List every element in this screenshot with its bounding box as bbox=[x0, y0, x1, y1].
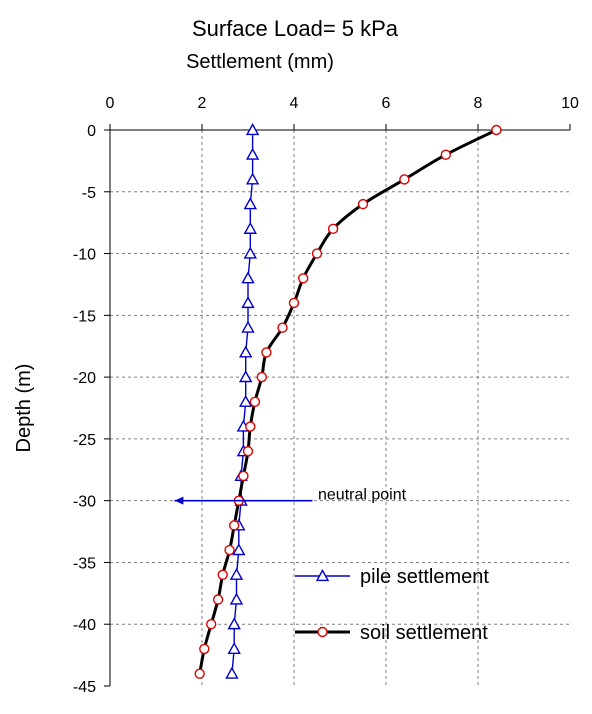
soil-settlement-point bbox=[217, 569, 228, 580]
series-group bbox=[194, 123, 502, 679]
neutral-point-label: neutral point bbox=[318, 487, 407, 504]
annotation-group: neutral point bbox=[174, 487, 407, 505]
legend-soil-marker bbox=[317, 626, 328, 638]
y-tick-label: -25 bbox=[73, 432, 96, 449]
pile-settlement-point bbox=[239, 345, 253, 358]
soil-settlement-point bbox=[199, 643, 210, 655]
soil-settlement-point bbox=[491, 124, 502, 136]
soil-settlement-point bbox=[298, 273, 309, 284]
pile-settlement-point bbox=[245, 172, 260, 185]
soil-settlement-point bbox=[205, 619, 217, 630]
y-tick-label: -35 bbox=[73, 555, 96, 572]
x-tick-label: 2 bbox=[198, 95, 207, 112]
soil-settlement-point bbox=[261, 347, 272, 358]
pile-settlement-point bbox=[229, 567, 244, 580]
y-tick-label: -20 bbox=[73, 370, 96, 387]
y-tick-label: 0 bbox=[87, 123, 96, 140]
soil-settlement-point bbox=[327, 223, 339, 235]
axes bbox=[104, 124, 571, 687]
y-tick-label: -40 bbox=[73, 617, 96, 634]
x-tick-label: 6 bbox=[382, 95, 391, 112]
pile-settlement-point bbox=[229, 592, 244, 605]
soil-settlement-point bbox=[238, 470, 249, 482]
y-tick-label: -10 bbox=[73, 247, 96, 264]
soil-settlement-point bbox=[277, 322, 288, 333]
pile-settlement-point bbox=[245, 147, 260, 160]
pile-settlement-point bbox=[243, 221, 257, 234]
x-tick-label: 8 bbox=[474, 95, 483, 112]
y-tick-label: -30 bbox=[73, 494, 96, 511]
legend-pile-marker bbox=[315, 569, 330, 582]
y-tick-label: -15 bbox=[73, 308, 96, 325]
y-tick-label: -45 bbox=[73, 679, 96, 696]
pile-settlement-point bbox=[245, 123, 260, 136]
chart-title: Surface Load= 5 kPa bbox=[192, 16, 399, 41]
x-tick-label: 4 bbox=[290, 95, 299, 112]
soil-settlement-point bbox=[399, 174, 410, 185]
legend-soil-label: soil settlement bbox=[360, 622, 488, 644]
soil-settlement-point bbox=[357, 198, 369, 210]
y-axis-title: Depth (m) bbox=[13, 364, 35, 453]
grid-lines bbox=[110, 130, 570, 686]
soil-settlement-point bbox=[288, 297, 300, 309]
soil-settlement-point bbox=[212, 594, 224, 605]
tick-labels: 0 2 4 6 8 10 0 -5 -10 -15 -20 -25 -30 -35 -40 -45 bbox=[73, 95, 579, 696]
pile-settlement-point bbox=[241, 320, 255, 333]
pile-settlement-point bbox=[241, 271, 255, 284]
legend-pile-label: pile settlement bbox=[360, 566, 489, 588]
pile-settlement-point bbox=[225, 666, 239, 679]
pile-settlement-point bbox=[239, 370, 253, 383]
pile-settlement-point bbox=[241, 296, 255, 309]
x-axis-title: Settlement (mm) bbox=[186, 51, 334, 73]
soil-settlement-point bbox=[242, 446, 254, 457]
soil-settlement-point bbox=[440, 149, 451, 160]
soil-settlement-point bbox=[249, 396, 261, 408]
pile-settlement-point bbox=[232, 543, 246, 556]
pile-settlement-point bbox=[243, 197, 257, 210]
pile-settlement-point bbox=[227, 641, 241, 655]
pile-settlement-point bbox=[243, 246, 257, 259]
soil-settlement-point bbox=[311, 248, 323, 259]
neutral-point-arrowhead bbox=[174, 496, 184, 505]
series-soil-settlement bbox=[194, 124, 502, 679]
y-tick-label: -5 bbox=[82, 185, 96, 202]
pile-settlement-point bbox=[227, 617, 241, 630]
legend: pile settlement soil settlement bbox=[295, 566, 489, 644]
soil-settlement-point bbox=[194, 668, 205, 679]
pile-settlement-point bbox=[239, 394, 253, 407]
soil-settlement-point bbox=[224, 544, 235, 556]
x-tick-label: 10 bbox=[561, 95, 579, 112]
x-tick-label: 0 bbox=[106, 95, 115, 112]
soil-settlement-point bbox=[256, 371, 267, 383]
soil-settlement-point bbox=[245, 421, 256, 432]
soil-settlement-point bbox=[228, 520, 240, 531]
